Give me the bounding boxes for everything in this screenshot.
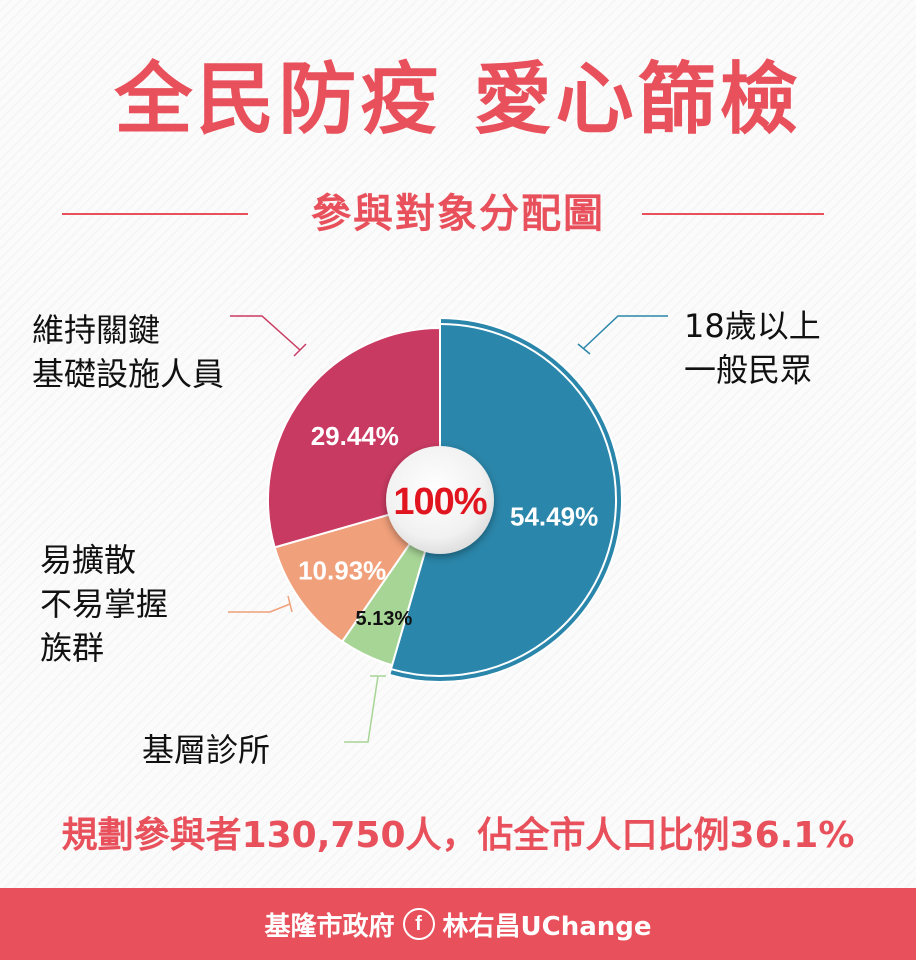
center-disc — [386, 446, 494, 554]
leader-general-public — [583, 315, 668, 349]
footer-org: 基隆市政府 — [264, 911, 395, 942]
slice-label-hard-to-reach-groups: 易擴散 不易掌握 族群 — [40, 541, 169, 667]
footer-content: 基隆市政府 f 林右昌UChange — [0, 888, 916, 960]
slice-rim-accent — [390, 323, 617, 677]
slice-label-general-public: 18歲以上 一般民眾 — [684, 307, 821, 389]
value-label-infrastructure-staff: 29.44% — [311, 421, 399, 451]
summary-text: 規劃參與者130,750人，佔全市人口比例36.1% — [61, 815, 855, 856]
subtitle-rule-right — [642, 213, 824, 215]
leader-infrastructure-staff — [230, 315, 301, 351]
leader-general-public-cap — [577, 343, 591, 355]
value-label-general-public: 54.49% — [510, 501, 598, 531]
center-label: 100% — [393, 481, 486, 523]
leader-hard-to-reach-groups — [228, 603, 291, 613]
slice-label-infrastructure-staff: 維持關鍵 基礎設施人員 — [32, 311, 225, 393]
slice-hard-to-reach-groups — [273, 498, 443, 643]
value-label-hard-to-reach-groups: 10.93% — [298, 555, 386, 585]
page-title: 全民防疫 愛心篩檢 — [114, 55, 802, 145]
pie-chart: 54.49% 5.13% 10.93% 29.44% 100% — [228, 315, 668, 743]
footer-bar: 基隆市政府 f 林右昌UChange — [0, 888, 916, 960]
chart-subtitle: 參與對象分配圖 — [311, 191, 605, 237]
subtitle-row: 參與對象分配圖 — [0, 182, 916, 246]
subtitle-rule-left — [62, 213, 248, 215]
slice-general-public — [388, 316, 623, 683]
slice-label-clinics: 基層診所 — [142, 731, 271, 769]
value-label-clinics: 5.13% — [356, 608, 413, 630]
facebook-icon[interactable]: f — [402, 908, 435, 940]
leader-infrastructure-staff-cap — [293, 343, 307, 357]
footer-account[interactable]: 林右昌UChange — [442, 911, 652, 942]
leader-hard-to-reach-groups-cap — [287, 595, 293, 613]
leader-clinics — [344, 675, 379, 743]
